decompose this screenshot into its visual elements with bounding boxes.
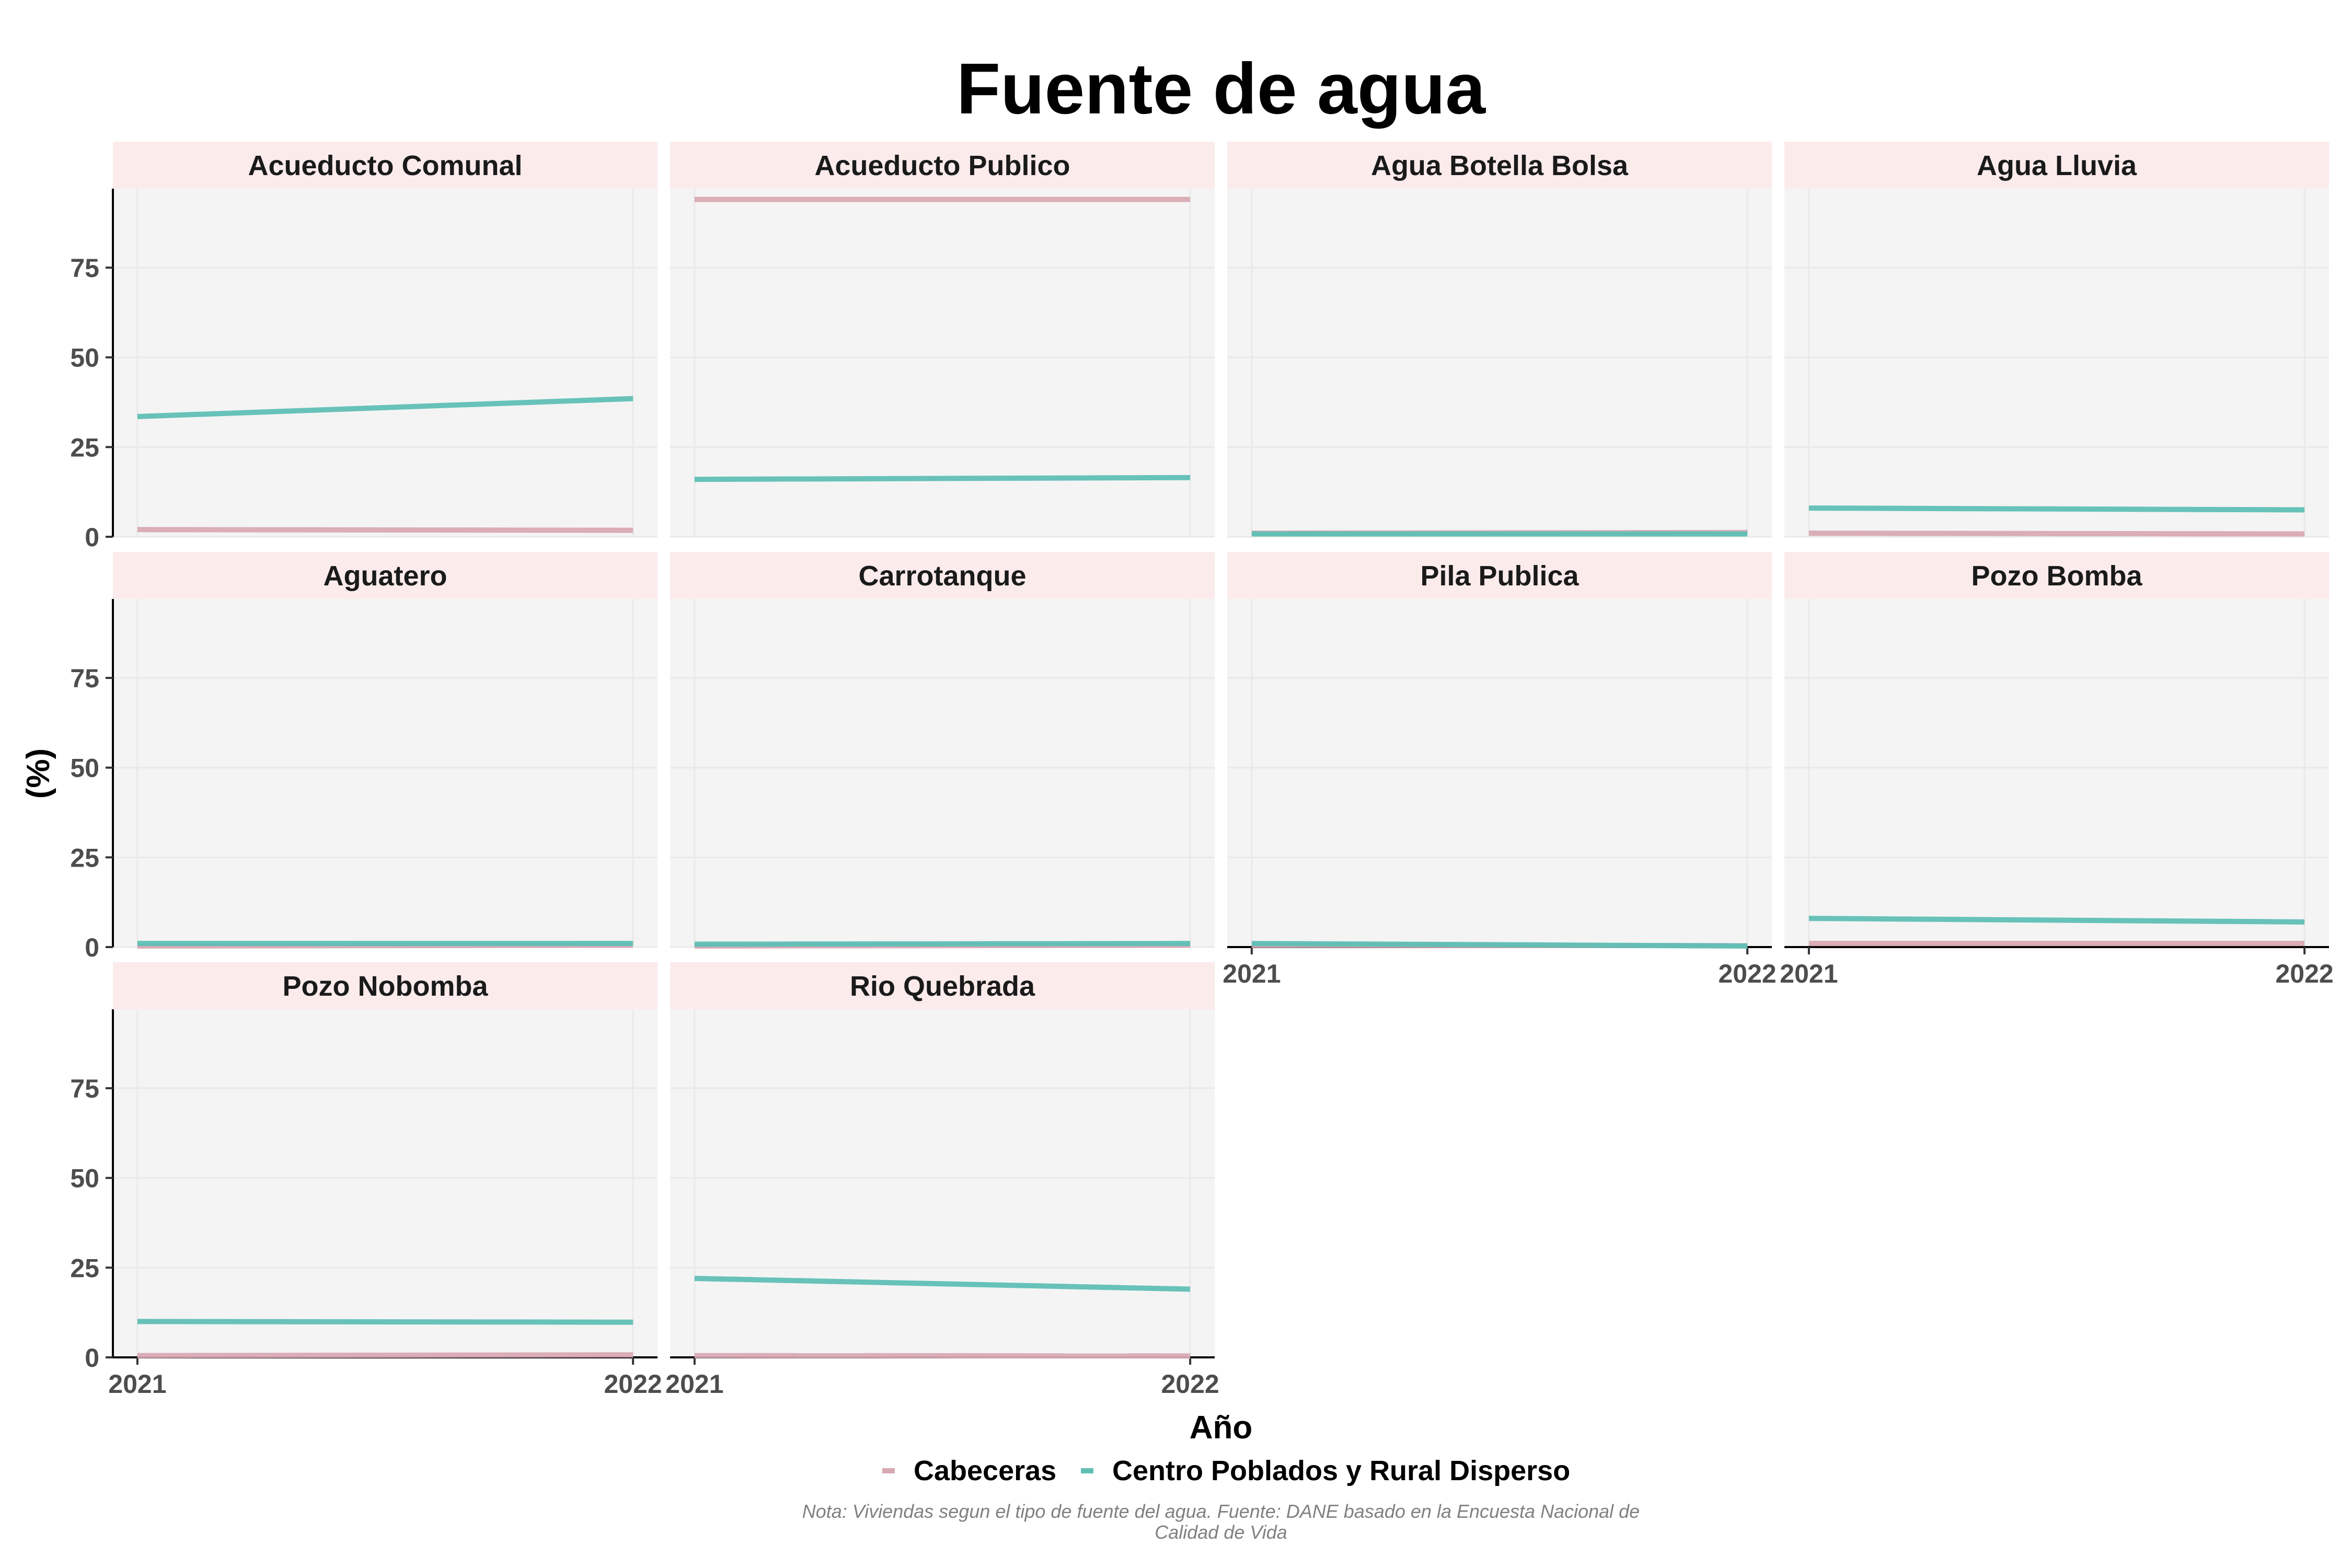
x-tick-label: 2021 [108,1369,166,1399]
panel-background [113,189,658,537]
y-tick-label: 50 [70,343,99,373]
series-line-centro-poblados-y-rural-disperso [137,396,633,419]
panel-acueducto-comunal: Acueducto Comunal 0 25 50 75 [70,142,658,552]
panel-background [670,1009,1215,1357]
y-tick-label: 0 [85,523,99,552]
panel-agua-lluvia: Agua Lluvia [1784,142,2329,538]
panel-strip-label: Acueducto Comunal [248,150,522,181]
y-tick-label: 75 [70,664,99,693]
y-tick-label: 25 [70,433,99,462]
panel-acueducto-publico: Acueducto Publico [670,142,1215,538]
panel-strip-label: Pozo Nobomba [283,971,489,1002]
series-line-centro-poblados-y-rural-disperso [694,941,1191,947]
panel-strip [113,142,658,189]
panel-strip [113,552,658,599]
panel-rio-quebrada: Rio Quebrada 2021 2022 [665,962,1219,1399]
legend-item-centro-poblados-y-rural-disperso: Centro Poblados y Rural Disperso [1081,1455,1570,1486]
series-line-centro-poblados-y-rural-disperso [137,1319,633,1325]
panel-strip [1227,552,1772,599]
facet-panels: Acueducto Comunal 0 25 50 75 Acueducto Public… [70,142,2334,1399]
panel-strip [670,552,1215,599]
footnote-line: Calidad de Vida [1155,1521,1287,1543]
panel-pozo-nobomba: Pozo Nobomba 0 25 50 75 2021 2022 [70,962,662,1399]
panel-background [670,189,1215,537]
panel-background [1227,599,1772,947]
legend: Cabeceras Centro Poblados y Rural Dispers… [882,1455,1570,1486]
series-line-cabeceras [1808,531,2305,537]
panel-background [113,1009,658,1357]
legend-label: Cabeceras [914,1455,1056,1486]
series-line-centro-poblados-y-rural-disperso [1808,505,2305,513]
panel-background [1784,599,2329,947]
series-line-centro-poblados-y-rural-disperso [694,475,1191,482]
series-line-centro-poblados-y-rural-disperso [1251,941,1748,949]
panel-pila-publica: Pila Publica 2021 2022 [1223,552,1777,988]
panel-background [1227,189,1772,537]
y-tick-label: 50 [70,754,99,783]
series-line-centro-poblados-y-rural-disperso [694,1275,1191,1292]
series-line-cabeceras [137,527,633,533]
x-tick-label: 2021 [1223,959,1281,988]
legend-label: Centro Poblados y Rural Disperso [1112,1455,1570,1486]
series-line-centro-poblados-y-rural-disperso [1808,916,2305,925]
panel-carrotanque: Carrotanque [670,552,1215,949]
y-tick-label: 25 [70,843,99,872]
x-tick-label: 2022 [2275,959,2333,988]
panel-pozo-bomba: Pozo Bomba 2021 2022 [1780,552,2334,988]
x-tick-label: 2021 [1780,959,1838,988]
panel-strip-label: Carrotanque [858,560,1026,592]
y-tick-label: 0 [85,933,99,962]
panel-aguatero: Aguatero 0 25 50 75 [70,552,658,962]
footnote-line: Nota: Viviendas segun el tipo de fuente … [802,1501,1640,1522]
legend-item-cabeceras: Cabeceras [882,1455,1056,1486]
y-tick-label: 0 [85,1343,99,1373]
panel-strip-label: Agua Lluvia [1977,150,2137,181]
panel-strip-label: Agua Botella Bolsa [1371,150,1629,181]
y-tick-label: 25 [70,1253,99,1283]
y-tick-label: 75 [70,1074,99,1103]
x-tick-label: 2022 [1718,959,1776,988]
footnote: Nota: Viviendas segun el tipo de fuente … [802,1501,1640,1543]
panel-strip [113,962,658,1009]
panel-strip [1784,142,2329,189]
panel-strip [670,962,1215,1009]
x-tick-label: 2021 [665,1369,723,1399]
chart-title: Fuente de agua [956,49,1486,129]
panel-background [670,599,1215,947]
panel-agua-botella-bolsa: Agua Botella Bolsa [1227,142,1772,538]
panel-strip-label: Aguatero [323,560,447,592]
y-axis-title: (%) [20,748,56,799]
panel-strip [670,142,1215,189]
panel-strip-label: Pozo Bomba [1971,560,2142,592]
x-tick-label: 2022 [1161,1369,1219,1399]
panel-strip-label: Pila Publica [1420,560,1579,592]
panel-background [1784,189,2329,537]
x-tick-label: 2022 [604,1369,662,1399]
panel-strip [1784,552,2329,599]
panel-strip-label: Rio Quebrada [850,971,1035,1002]
panel-strip [1227,142,1772,189]
x-axis-title: Año [1190,1410,1253,1446]
y-tick-label: 50 [70,1164,99,1193]
panel-strip-label: Acueducto Publico [814,150,1070,181]
y-tick-label: 75 [70,253,99,283]
panel-background [113,599,658,947]
